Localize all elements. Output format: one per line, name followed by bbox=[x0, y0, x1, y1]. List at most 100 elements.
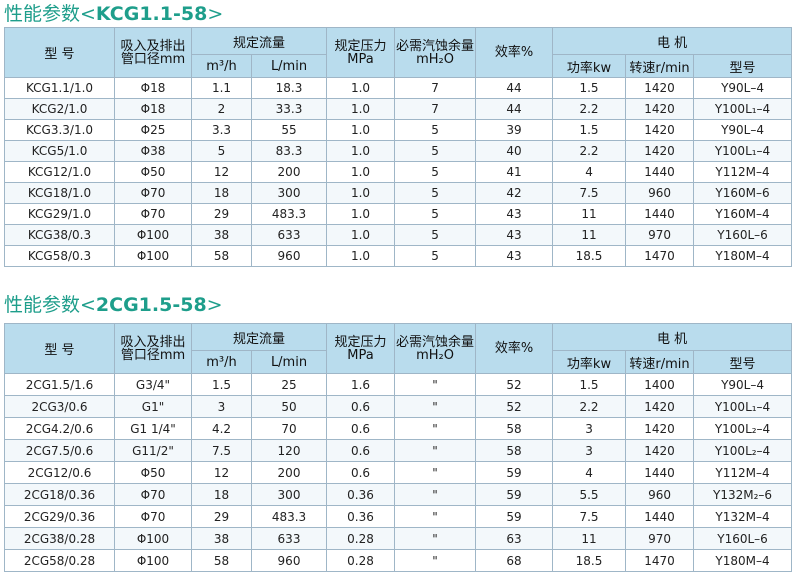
cell-npsh: " bbox=[394, 395, 477, 418]
cell-model: 2CG29/0.36 bbox=[4, 505, 115, 528]
cell-flow-m3h: 18 bbox=[191, 483, 252, 506]
spec-table-2cg: 型 号吸入及排出管口径mm 规定流量 规定压力MPa 必需汽蚀余量mH₂O 效率% 电 机… bbox=[4, 323, 793, 572]
table-row: 2CG29/0.36 Φ70 29 483.3 0.36 " 59 7.5 1440 Y132M–… bbox=[4, 505, 793, 528]
cell-pressure: 1.0 bbox=[326, 182, 396, 204]
cell-motor-model: Y112M–4 bbox=[693, 461, 793, 484]
cell-npsh: " bbox=[394, 439, 477, 462]
cell-motor-model: Y132M₂–6 bbox=[693, 483, 793, 506]
cell-speed: 1440 bbox=[625, 203, 695, 225]
cell-model: KCG18/1.0 bbox=[4, 182, 115, 204]
cell-model: 2CG58/0.28 bbox=[4, 549, 115, 572]
cell-speed: 970 bbox=[625, 527, 695, 550]
cell-flow-lmin: 55 bbox=[250, 119, 328, 141]
cell-motor-model: Y100L₁–4 bbox=[693, 140, 793, 162]
cell-speed: 1420 bbox=[625, 119, 695, 141]
cell-flow-lmin: 300 bbox=[250, 182, 328, 204]
cell-model: 2CG3/0.6 bbox=[4, 395, 115, 418]
section-title-kcg: 性能参数<KCG1.1-58> bbox=[4, 2, 223, 26]
cell-flow-m3h: 3 bbox=[191, 395, 252, 418]
cell-efficiency: 59 bbox=[475, 461, 554, 484]
cell-model: 2CG38/0.28 bbox=[4, 527, 115, 550]
table-row: 2CG18/0.36 Φ70 18 300 0.36 " 59 5.5 960 Y132M₂–6 bbox=[4, 483, 793, 506]
cell-npsh: 7 bbox=[394, 77, 477, 99]
cell-flow-lmin: 83.3 bbox=[250, 140, 328, 162]
section-title-2cg: 性能参数<2CG1.5-58> bbox=[4, 293, 223, 317]
header-efficiency: 效率% bbox=[475, 323, 554, 374]
cell-diameter: Φ38 bbox=[114, 140, 192, 162]
cell-npsh: " bbox=[394, 505, 477, 528]
title-prefix: 性能参数< bbox=[4, 3, 96, 25]
table-row: KCG12/1.0 Φ50 12 200 1.0 5 41 4 1440 Y112M–4 bbox=[4, 161, 793, 183]
cell-efficiency: 58 bbox=[475, 439, 554, 462]
cell-pressure: 0.6 bbox=[326, 395, 396, 418]
cell-speed: 1440 bbox=[625, 461, 695, 484]
cell-efficiency: 43 bbox=[475, 245, 554, 267]
table-row: 2CG1.5/1.6 G3/4" 1.5 25 1.6 " 52 1.5 1400 Y90L–4 bbox=[4, 373, 793, 396]
cell-flow-m3h: 4.2 bbox=[191, 417, 252, 440]
cell-power: 1.5 bbox=[552, 119, 627, 141]
cell-flow-m3h: 3.3 bbox=[191, 119, 252, 141]
cell-pressure: 1.0 bbox=[326, 203, 396, 225]
cell-npsh: " bbox=[394, 373, 477, 396]
cell-diameter: Φ100 bbox=[114, 549, 192, 572]
cell-efficiency: 44 bbox=[475, 77, 554, 99]
cell-model: KCG38/0.3 bbox=[4, 224, 115, 246]
cell-pressure: 1.0 bbox=[326, 140, 396, 162]
cell-pressure: 1.0 bbox=[326, 77, 396, 99]
header-flow-lmin: L/min bbox=[250, 54, 328, 78]
cell-power: 11 bbox=[552, 224, 627, 246]
cell-flow-lmin: 633 bbox=[250, 527, 328, 550]
cell-power: 2.2 bbox=[552, 395, 627, 418]
cell-speed: 1420 bbox=[625, 98, 695, 120]
cell-efficiency: 58 bbox=[475, 417, 554, 440]
cell-efficiency: 43 bbox=[475, 203, 554, 225]
cell-speed: 1470 bbox=[625, 549, 695, 572]
cell-flow-lmin: 50 bbox=[250, 395, 328, 418]
cell-pressure: 0.6 bbox=[326, 417, 396, 440]
cell-diameter: Φ70 bbox=[114, 505, 192, 528]
header-power: 功率kw bbox=[552, 350, 627, 374]
cell-motor-model: Y90L–4 bbox=[693, 119, 793, 141]
cell-flow-m3h: 58 bbox=[191, 549, 252, 572]
cell-efficiency: 52 bbox=[475, 373, 554, 396]
cell-speed: 1420 bbox=[625, 395, 695, 418]
cell-motor-model: Y100L₂–4 bbox=[693, 417, 793, 440]
header-speed: 转速r/min bbox=[625, 350, 695, 374]
cell-power: 18.5 bbox=[552, 549, 627, 572]
header-power: 功率kw bbox=[552, 54, 627, 78]
header-row: m³/h L/min 功率kw 转速r/min 型号 bbox=[5, 54, 793, 78]
header-motor-model: 型号 bbox=[693, 54, 793, 78]
cell-model: KCG29/1.0 bbox=[4, 203, 115, 225]
header-motor: 电 机 bbox=[552, 323, 793, 351]
cell-flow-m3h: 12 bbox=[191, 461, 252, 484]
cell-model: 2CG18/0.36 bbox=[4, 483, 115, 506]
cell-flow-m3h: 38 bbox=[191, 224, 252, 246]
table-row: KCG38/0.3 Φ100 38 633 1.0 5 43 11 970 Y160L–6 bbox=[4, 224, 793, 246]
cell-pressure: 1.0 bbox=[326, 245, 396, 267]
spec-table-kcg: 型 号吸入及排出管口径mm 规定流量 规定压力MPa 必需汽蚀余量mH₂O 效率% 电 机… bbox=[4, 27, 793, 267]
header-model: 型 号 bbox=[4, 323, 115, 374]
cell-speed: 960 bbox=[625, 182, 695, 204]
cell-efficiency: 39 bbox=[475, 119, 554, 141]
cell-efficiency: 59 bbox=[475, 505, 554, 528]
cell-npsh: 5 bbox=[394, 224, 477, 246]
cell-diameter: Φ50 bbox=[114, 461, 192, 484]
cell-model: KCG58/0.3 bbox=[4, 245, 115, 267]
cell-speed: 1420 bbox=[625, 439, 695, 462]
cell-speed: 1470 bbox=[625, 245, 695, 267]
cell-motor-model: Y180M–4 bbox=[693, 549, 793, 572]
table-row: KCG18/1.0 Φ70 18 300 1.0 5 42 7.5 960 Y160M–6 bbox=[4, 182, 793, 204]
header-pressure: 规定压力MPa bbox=[326, 27, 396, 78]
cell-npsh: " bbox=[394, 483, 477, 506]
cell-npsh: " bbox=[394, 461, 477, 484]
cell-flow-m3h: 5 bbox=[191, 140, 252, 162]
cell-flow-m3h: 58 bbox=[191, 245, 252, 267]
table-row: 2CG3/0.6 G1" 3 50 0.6 " 52 2.2 1420 Y100L₁–4 bbox=[4, 395, 793, 418]
header-diameter: 吸入及排出管口径mm bbox=[114, 27, 192, 78]
cell-flow-m3h: 12 bbox=[191, 161, 252, 183]
table-body-2cg: 型 号吸入及排出管口径mm 规定流量 规定压力MPa 必需汽蚀余量mH₂O 效率% 电 机… bbox=[4, 323, 793, 572]
cell-flow-lmin: 960 bbox=[250, 549, 328, 572]
title-suffix: > bbox=[206, 294, 223, 316]
cell-pressure: 0.36 bbox=[326, 505, 396, 528]
header-row: 型 号吸入及排出管口径mm 规定流量 规定压力MPa 必需汽蚀余量mH₂O 效率% 电 机 bbox=[4, 323, 793, 374]
